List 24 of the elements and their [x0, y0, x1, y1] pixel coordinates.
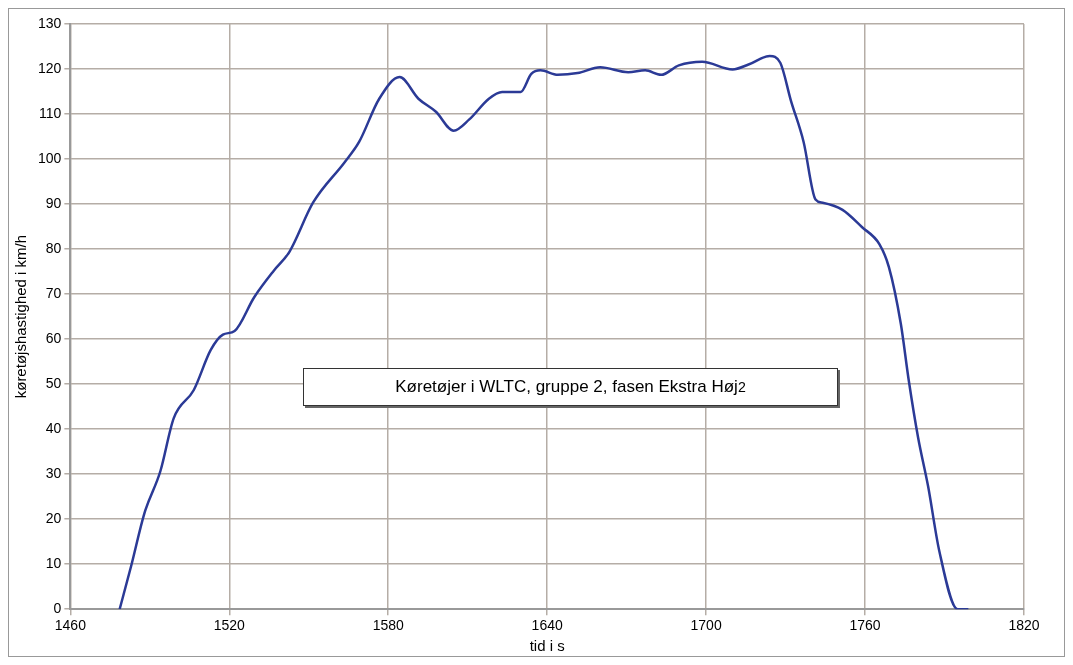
y-tick-label: 110 — [39, 104, 62, 121]
x-tick-label: 1760 — [849, 617, 881, 634]
x-tick-label: 1460 — [54, 617, 87, 634]
y-tick-label: 20 — [45, 510, 62, 527]
y-tick-label: 0 — [53, 600, 62, 617]
y-tick-label: 50 — [45, 374, 62, 391]
x-tick-label: 1640 — [531, 617, 563, 634]
y-tick-label: 40 — [45, 420, 62, 436]
x-tick-label: 1700 — [690, 617, 722, 634]
y-tick-label: 60 — [45, 329, 62, 346]
y-tick-label: 70 — [45, 284, 62, 301]
y-tick-label: 10 — [45, 555, 62, 572]
line-series — [118, 54, 970, 610]
x-tick-label: 1820 — [1008, 617, 1040, 634]
y-tick-label: 80 — [45, 239, 62, 256]
y-tick-label: 90 — [45, 194, 62, 211]
x-tick-label: 1520 — [213, 617, 246, 634]
y-tick-label: 30 — [45, 465, 62, 482]
y-tick-label: 120 — [38, 59, 62, 76]
x-axis-title: tid i s — [529, 637, 565, 655]
y-axis-title: køretøjshastighed i km/h — [12, 234, 30, 399]
y-tick-label: 100 — [38, 149, 62, 166]
x-tick-label: 1580 — [372, 617, 405, 634]
y-tick-label: 130 — [38, 14, 62, 31]
